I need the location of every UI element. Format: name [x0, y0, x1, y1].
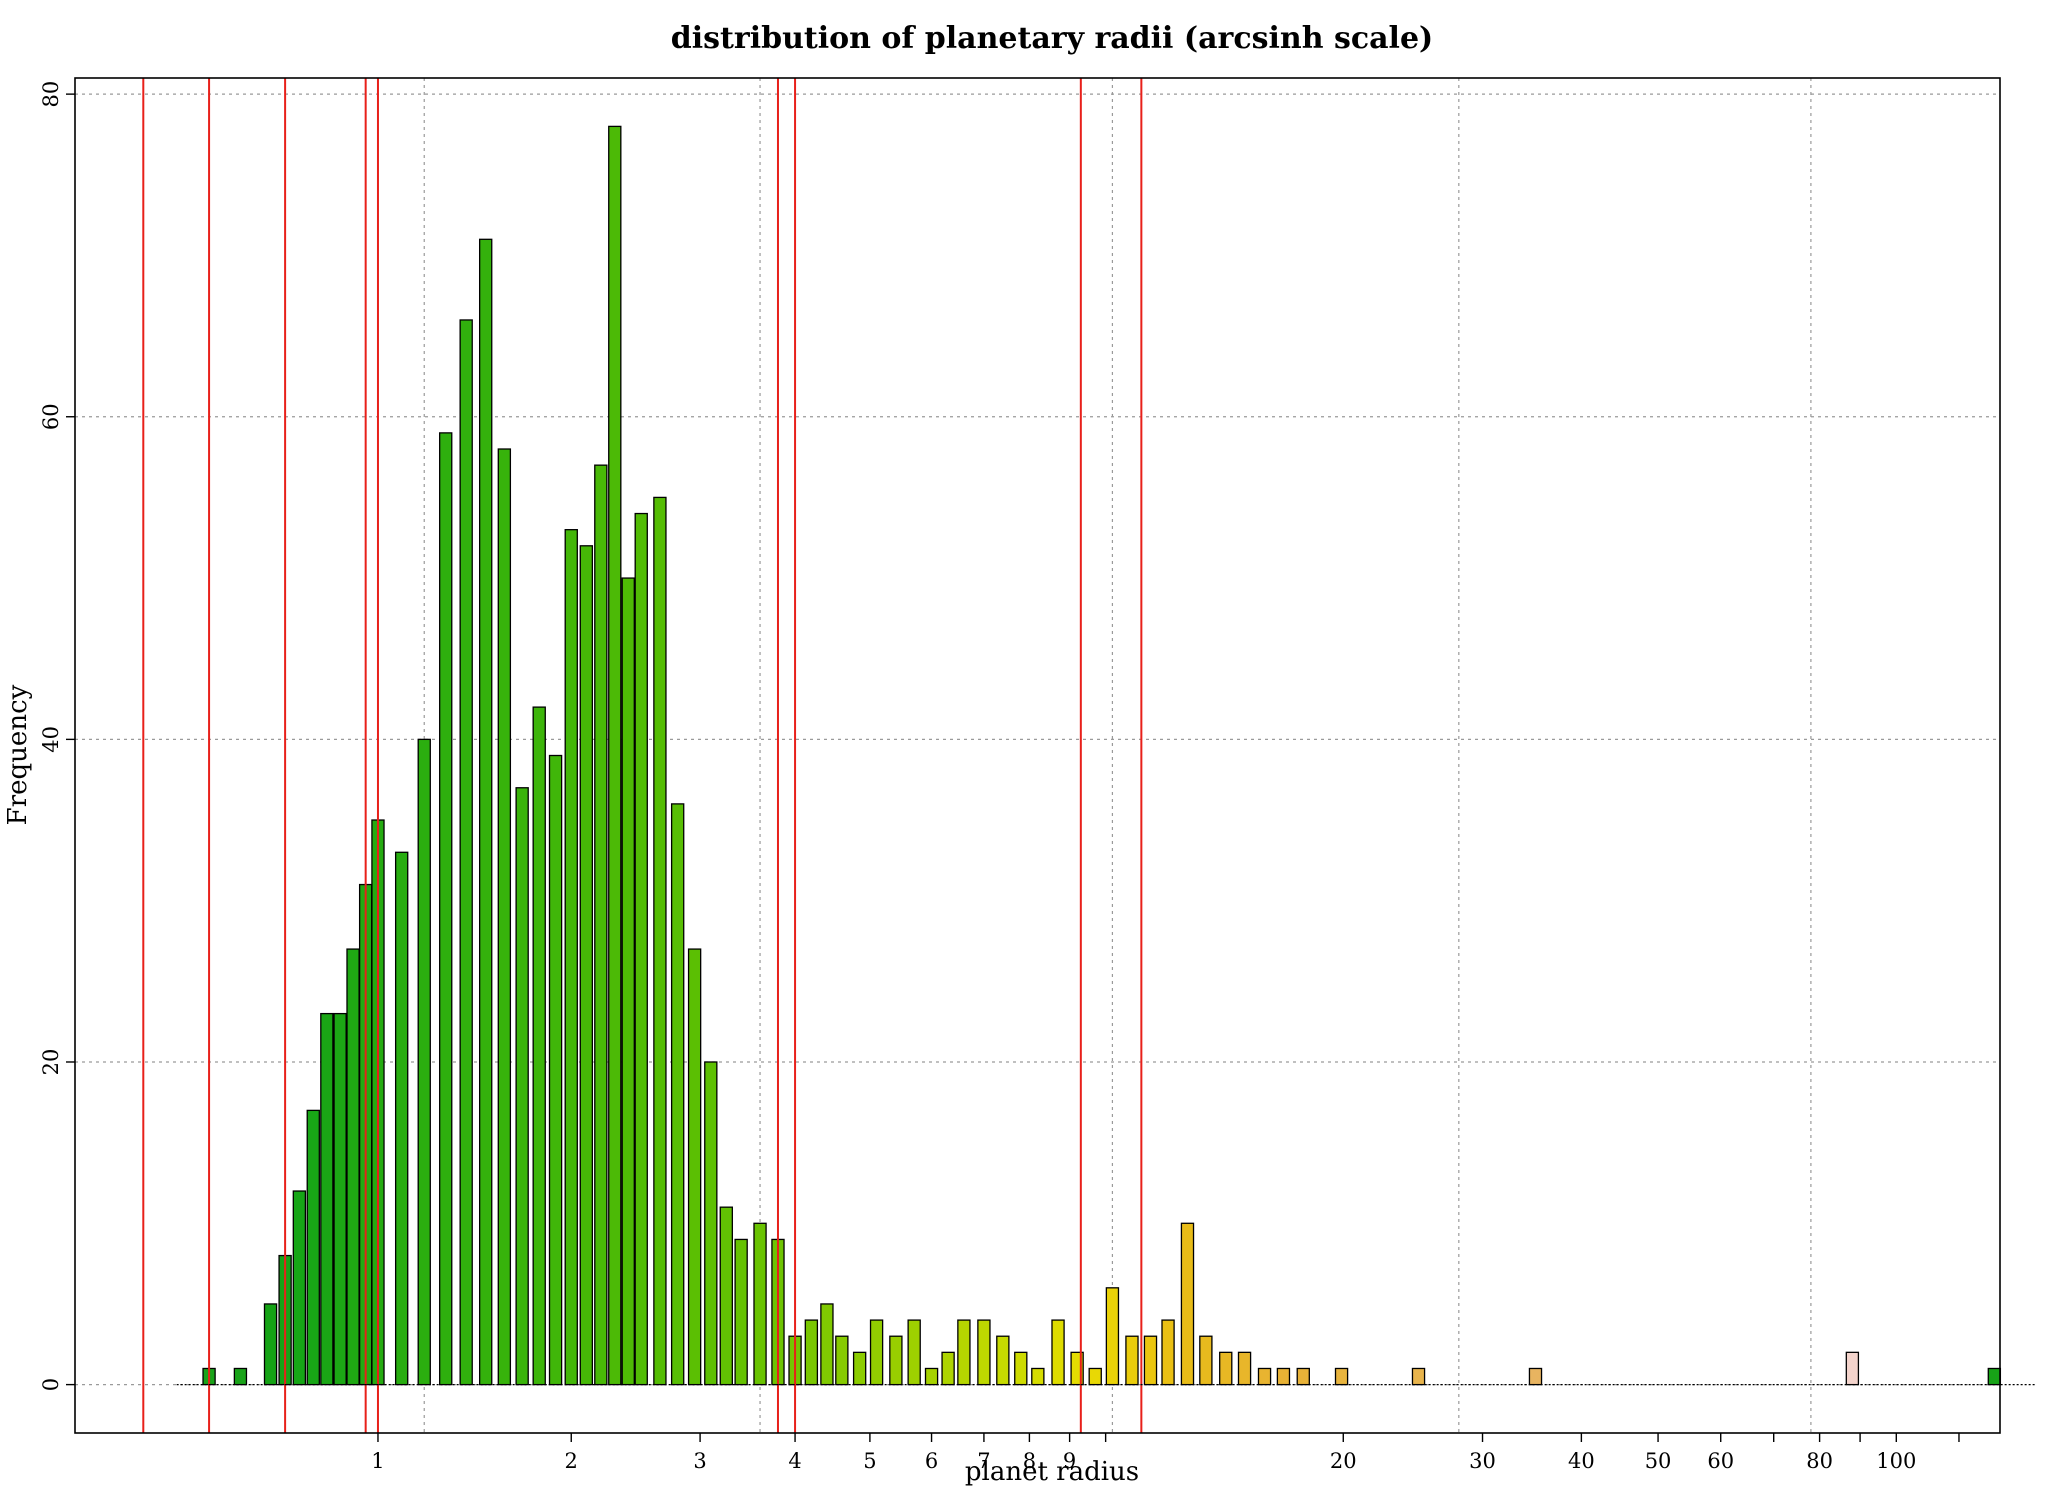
y-axis-label: Frequency: [3, 684, 33, 825]
histogram-bar: [306, 1109, 320, 1386]
histogram-bar: [564, 529, 578, 1386]
x-tick-label: 5: [863, 1449, 876, 1473]
histogram-bar: [957, 1319, 971, 1386]
histogram-bar: [924, 1367, 939, 1386]
histogram-bar: [852, 1351, 867, 1386]
x-tick-label: 1: [371, 1449, 384, 1473]
histogram-bar: [1014, 1351, 1028, 1386]
histogram-bar: [532, 706, 546, 1386]
x-tick-label: 100: [1876, 1449, 1916, 1473]
x-tick-label: 4: [788, 1449, 801, 1473]
y-tick-label: 80: [39, 81, 63, 108]
histogram-bar: [1334, 1367, 1349, 1386]
y-tick-label: 20: [39, 1049, 63, 1076]
y-tick-label: 60: [39, 403, 63, 430]
x-tick-label: 2: [565, 1449, 578, 1473]
histogram-bar: [634, 512, 648, 1386]
red-reference-lines: [142, 78, 1143, 1433]
histogram-bar: [1088, 1367, 1102, 1386]
histogram-bar: [515, 787, 529, 1386]
x-tick-label: 9: [1063, 1449, 1076, 1473]
histogram-bar: [579, 545, 594, 1386]
histogram-bar: [1105, 1287, 1120, 1386]
histogram-bar: [1296, 1367, 1310, 1386]
histogram-bar: [1143, 1335, 1158, 1386]
histogram-bar: [346, 948, 360, 1386]
histogram-bar: [608, 125, 622, 1386]
histogram-bar: [497, 448, 512, 1386]
x-tick-label: 8: [1023, 1449, 1036, 1473]
histogram-bar: [417, 738, 431, 1386]
x-tick-label: 3: [693, 1449, 706, 1473]
histogram-bar: [1257, 1367, 1272, 1386]
histogram-bar: [233, 1367, 248, 1386]
histogram-bar: [1219, 1351, 1233, 1386]
histogram-bar: [1199, 1335, 1213, 1386]
x-tick-label: 20: [1330, 1449, 1357, 1473]
histogram-bar: [889, 1335, 903, 1386]
histogram-bar: [670, 803, 685, 1386]
histogram-bar: [941, 1351, 955, 1386]
histogram-bar: [704, 1061, 718, 1386]
histogram-bar: [719, 1206, 733, 1386]
histogram-bar: [1987, 1367, 2002, 1386]
histogram-bar: [394, 851, 409, 1386]
histogram-bar: [439, 432, 453, 1386]
histogram-bar: [907, 1319, 921, 1386]
histogram-bar: [996, 1335, 1010, 1386]
histogram-bar: [333, 1012, 347, 1386]
histogram-bar: [753, 1222, 767, 1386]
histogram-bar: [653, 496, 667, 1386]
histogram-bar: [548, 754, 563, 1386]
histogram-bar: [1161, 1319, 1175, 1386]
histogram-bar: [1528, 1367, 1543, 1386]
x-tick-label: 50: [1645, 1449, 1672, 1473]
plot-area-frame: [74, 77, 2001, 1434]
histogram-bar: [263, 1303, 278, 1386]
histogram-bar: [1031, 1367, 1045, 1386]
x-tick-label: 7: [977, 1449, 990, 1473]
histogram-bar: [687, 948, 702, 1386]
histogram-bar: [820, 1303, 834, 1386]
y-tick-label: 0: [39, 1378, 63, 1391]
histogram-bar: [869, 1319, 884, 1386]
histogram-bar: [1125, 1335, 1139, 1386]
histogram-bar: [1845, 1351, 1860, 1386]
x-axis-label: planet radius: [965, 1457, 1139, 1487]
y-axis: 0 20 40 60 80: [39, 81, 75, 1391]
histogram-bar: [1411, 1367, 1426, 1386]
histogram-bar: [621, 577, 635, 1386]
histogram-bar: [835, 1335, 849, 1386]
x-tick-label: 60: [1707, 1449, 1734, 1473]
histogram-bar: [594, 464, 608, 1386]
histogram-bar: [1237, 1351, 1252, 1386]
histogram-bar: [1276, 1367, 1291, 1386]
y-tick-label: 40: [39, 726, 63, 753]
histogram-bar: [804, 1319, 819, 1386]
x-tick-label: 80: [1806, 1449, 1833, 1473]
histogram-bar: [734, 1238, 748, 1386]
histogram-bar: [977, 1319, 991, 1386]
histogram-bar: [478, 238, 493, 1386]
bars: [202, 125, 2002, 1386]
histogram-bar: [320, 1012, 334, 1386]
x-tick-label: 30: [1469, 1449, 1496, 1473]
histogram-bar: [1180, 1222, 1195, 1386]
histogram-bar: [1051, 1319, 1065, 1386]
chart-title: distribution of planetary radii (arcsinh…: [671, 21, 1433, 56]
x-axis: 1 2 3 4 5 6 7 8 9 20 30 40 50 60 80 100: [371, 1433, 1960, 1473]
x-tick-label: 40: [1568, 1449, 1595, 1473]
x-tick-label: 6: [925, 1449, 938, 1473]
histogram-bar: [292, 1190, 307, 1386]
histogram-bar: [459, 319, 473, 1386]
